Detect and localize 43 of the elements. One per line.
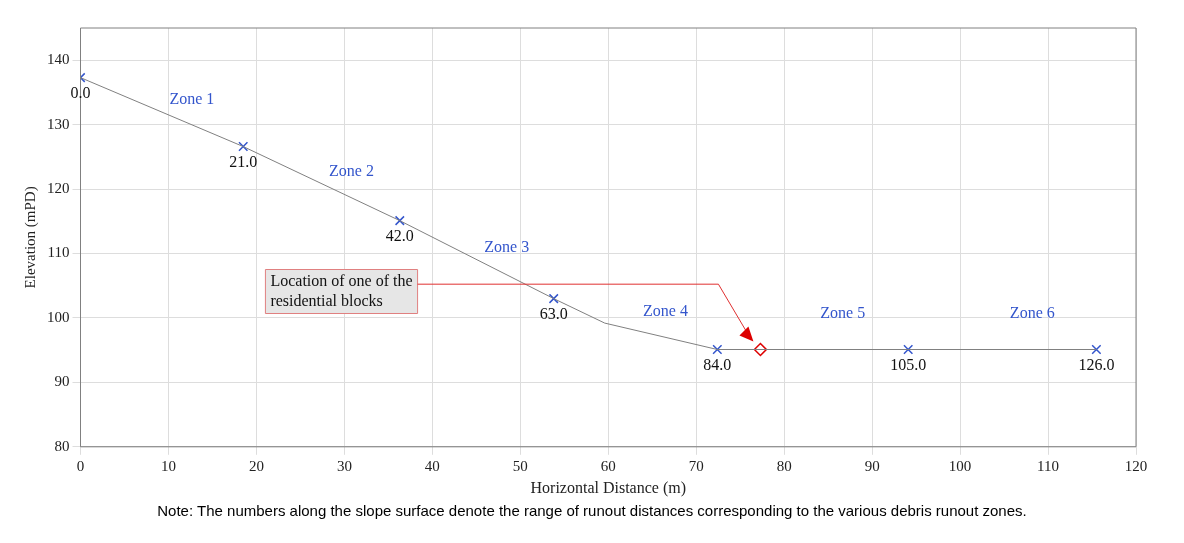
x-tick-label: 80: [776, 457, 792, 474]
annotation: Zone 4: [643, 302, 688, 320]
point: [238, 141, 249, 152]
x-axis-title: Horizontal Distance (m): [530, 478, 686, 497]
x-tick-label: 60: [600, 457, 616, 474]
x-tick-label: 70: [688, 457, 704, 474]
x-tick-label: 40: [424, 457, 440, 474]
x-tick-label: 110: [1037, 457, 1060, 474]
annotation: 42.0: [385, 226, 414, 244]
x-tick-label: 10: [160, 457, 176, 474]
point: [712, 344, 723, 355]
annotation: Zone 5: [820, 303, 866, 321]
y-tick-label: 140: [47, 51, 70, 68]
point: [903, 344, 914, 355]
annotation: 84.0: [703, 355, 732, 373]
y-tick-label: 110: [47, 244, 70, 261]
y-axis-title: Elevation (mPD): [21, 186, 39, 289]
annotation: Zone 3: [484, 237, 530, 255]
x-tick-label: 90: [864, 457, 880, 474]
x-tick-label: 50: [512, 457, 528, 474]
point: [394, 215, 405, 226]
annotation: Zone 1: [169, 90, 215, 108]
y-tick-label: 120: [47, 180, 70, 197]
x-tick-label: 20: [248, 457, 264, 474]
text: Note: The numbers along the slope surface denote the range of runout distances corresponding to the various debris runout zones.: [156, 502, 1028, 519]
point: [1091, 344, 1102, 355]
annotation: 63.0: [539, 304, 568, 322]
y-tick-label: 130: [47, 115, 70, 132]
x-tick-label: 120: [1124, 457, 1148, 474]
annotation: Location of one of the residential blocks: [270, 271, 413, 309]
x-tick-label: 0: [76, 457, 85, 474]
annotation: 0.0: [70, 83, 91, 101]
annotation: Zone 6: [1009, 303, 1055, 321]
point: [548, 293, 559, 304]
y-tick-label: 100: [47, 308, 70, 325]
annotation: 126.0: [1078, 355, 1115, 373]
annotation: Zone 2: [329, 161, 374, 179]
y-tick-label: 80: [54, 437, 70, 454]
annotation: 105.0: [890, 355, 927, 373]
annotation: 21.0: [229, 152, 258, 170]
x-tick-label: 30: [336, 457, 352, 474]
x-tick-label: 100: [948, 457, 972, 474]
y-tick-label: 90: [54, 373, 70, 390]
